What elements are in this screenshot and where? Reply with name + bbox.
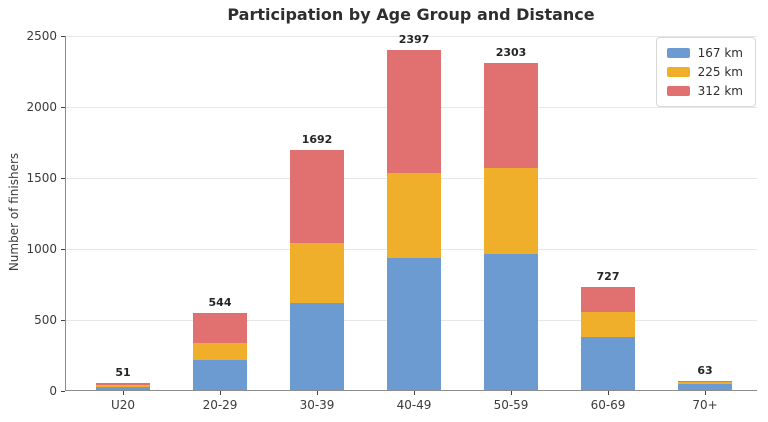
legend-swatch bbox=[666, 86, 690, 96]
bar-segment-167-km bbox=[484, 254, 538, 390]
x-tick-label: 30-39 bbox=[299, 398, 335, 412]
y-axis-label: Number of finishers bbox=[7, 152, 21, 272]
bar-segment-167-km bbox=[290, 302, 344, 390]
stacked-bar bbox=[484, 35, 538, 390]
bar-total-label: 1692 bbox=[301, 132, 333, 146]
bar-segment-167-km bbox=[193, 359, 247, 390]
bar-segment-225-km bbox=[96, 384, 150, 387]
bar-segment-225-km bbox=[678, 382, 732, 384]
x-tick-mark bbox=[413, 391, 415, 395]
chart-title: Participation by Age Group and Distance bbox=[227, 5, 595, 24]
x-tick-label: 50-59 bbox=[493, 398, 529, 412]
bar-segment-312-km bbox=[484, 63, 538, 168]
bar-segment-312-km bbox=[581, 286, 635, 312]
bar-total-label: 544 bbox=[208, 295, 232, 309]
x-tick-label: 20-29 bbox=[202, 398, 238, 412]
bar-total-label: 2397 bbox=[398, 32, 430, 46]
legend-item: 225 km bbox=[666, 65, 743, 79]
bar-segment-312-km bbox=[290, 149, 344, 244]
legend-item: 167 km bbox=[666, 46, 743, 60]
bar-segment-167-km bbox=[96, 386, 150, 390]
legend-label: 167 km bbox=[697, 46, 743, 60]
y-tick-label: 2500 bbox=[26, 29, 57, 43]
y-tick-label: 2000 bbox=[26, 100, 57, 114]
x-tick-mark bbox=[607, 391, 609, 395]
legend-swatch bbox=[666, 67, 690, 77]
bar-segment-225-km bbox=[290, 243, 344, 303]
x-tick-mark bbox=[510, 391, 512, 395]
y-tick-mark bbox=[61, 106, 65, 108]
bar-segment-167-km bbox=[581, 337, 635, 390]
y-tick-mark bbox=[61, 319, 65, 321]
y-tick-label: 1500 bbox=[26, 171, 57, 185]
legend-label: 312 km bbox=[697, 84, 743, 98]
bar-segment-312-km bbox=[96, 382, 150, 385]
stacked-bar bbox=[678, 35, 732, 390]
y-tick-mark bbox=[61, 248, 65, 250]
x-tick-mark bbox=[122, 391, 124, 395]
bar-total-label: 51 bbox=[115, 365, 131, 379]
x-tick-label: 70+ bbox=[692, 398, 718, 412]
bar-segment-312-km bbox=[387, 49, 441, 174]
bar-segment-225-km bbox=[581, 311, 635, 338]
legend-swatch bbox=[666, 48, 690, 58]
stacked-bar bbox=[581, 35, 635, 390]
y-tick-mark bbox=[61, 177, 65, 179]
x-tick-label: U20 bbox=[110, 398, 136, 412]
bar-segment-167-km bbox=[678, 383, 732, 390]
bar-segment-312-km bbox=[678, 381, 732, 383]
stacked-bar bbox=[290, 35, 344, 390]
y-tick-mark bbox=[61, 390, 65, 392]
stacked-bar bbox=[387, 35, 441, 390]
legend: 167 km 225 km 312 km bbox=[655, 37, 756, 107]
bar-segment-312-km bbox=[193, 312, 247, 343]
legend-label: 225 km bbox=[697, 65, 743, 79]
x-tick-mark bbox=[219, 391, 221, 395]
legend-item: 312 km bbox=[666, 84, 743, 98]
stacked-bar bbox=[96, 35, 150, 390]
x-tick-label: 40-49 bbox=[396, 398, 432, 412]
x-tick-mark bbox=[704, 391, 706, 395]
bar-segment-225-km bbox=[484, 167, 538, 255]
y-tick-label: 0 bbox=[49, 384, 57, 398]
y-tick-label: 1000 bbox=[26, 242, 57, 256]
bar-segment-225-km bbox=[387, 173, 441, 258]
x-tick-mark bbox=[316, 391, 318, 395]
y-tick-label: 500 bbox=[34, 313, 57, 327]
bar-total-label: 2303 bbox=[495, 45, 527, 59]
plot-area: 0 500 1000 1500 2000 2500 U20 51 20-29 544 30-39 16… bbox=[26, 29, 757, 412]
bar-total-label: 727 bbox=[596, 269, 620, 283]
gridline bbox=[66, 35, 757, 37]
x-tick-label: 60-69 bbox=[590, 398, 626, 412]
bar-segment-167-km bbox=[387, 257, 441, 390]
bar-segment-225-km bbox=[193, 342, 247, 360]
bar-total-label: 63 bbox=[697, 364, 713, 378]
y-tick-mark bbox=[61, 35, 65, 37]
stacked-bar bbox=[193, 35, 247, 390]
